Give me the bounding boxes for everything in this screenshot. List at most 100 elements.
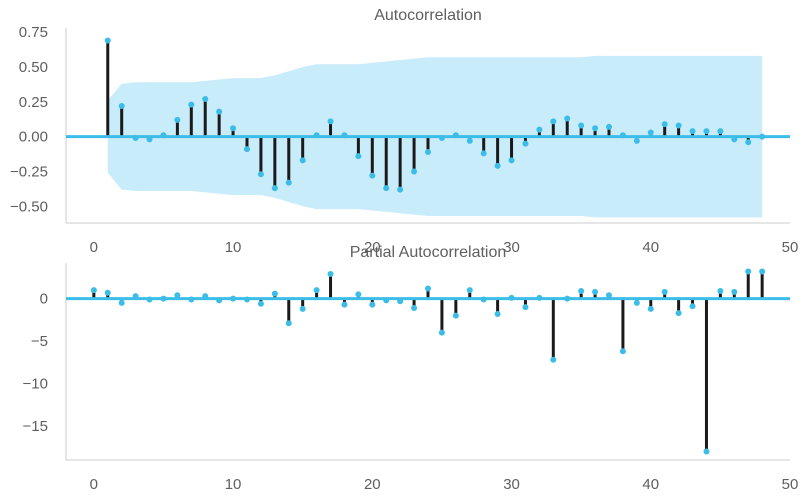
pacf-marker [731, 288, 738, 295]
acf-marker [369, 172, 376, 179]
pacf-marker [104, 289, 111, 296]
acf-marker [216, 108, 223, 115]
pacf-marker [759, 268, 766, 275]
acf-markers [104, 37, 766, 193]
pacf-ytick-label: −5 [31, 333, 48, 350]
pacf-marker [480, 296, 487, 303]
pacf-marker [118, 299, 125, 306]
acf-marker [104, 37, 111, 44]
acf-marker [745, 139, 752, 146]
pacf-marker [717, 288, 724, 295]
acf-marker [606, 123, 612, 130]
pacf-marker [313, 287, 320, 294]
pacf-marker [466, 287, 473, 294]
acf-ytick-label: 0.25 [19, 94, 48, 111]
pacf-marker [745, 268, 752, 275]
acf-xtick-label: 20 [364, 239, 381, 256]
acf-marker [118, 103, 125, 109]
acf-marker [633, 137, 640, 144]
acf-marker [522, 140, 529, 147]
acf-marker [285, 179, 292, 186]
acf-marker [452, 132, 459, 139]
pacf-marker [146, 296, 153, 303]
pacf-marker [703, 448, 710, 455]
pacf-markers [90, 268, 766, 455]
pacf-marker [606, 292, 612, 299]
acf-marker [592, 125, 599, 132]
acf-marker [536, 126, 543, 133]
acf-marker [132, 135, 139, 142]
acf-marker [661, 121, 668, 128]
pacf-marker [633, 299, 640, 306]
acf-marker [230, 125, 237, 132]
pacf-marker [397, 298, 404, 305]
pacf-xtick-label: 50 [782, 476, 799, 493]
acf-panel: Autocorrelation 0.75 0.50 0.25 0.00 −0.2… [10, 7, 798, 256]
pacf-marker [369, 301, 376, 308]
pacf-marker [230, 295, 237, 302]
acf-xtick-label: 50 [782, 239, 799, 256]
pacf-marker [160, 295, 167, 302]
acf-ytick-label: −0.50 [10, 198, 48, 215]
acf-marker [160, 132, 167, 139]
pacf-panel: 0 −5 −10 −15 0 10 20 30 40 50 Partial Au… [23, 244, 799, 493]
acf-marker [703, 128, 710, 135]
acf-title: Autocorrelation [374, 7, 482, 24]
acf-marker [675, 122, 682, 129]
acf-xtick-label: 0 [90, 239, 98, 256]
pacf-marker [661, 288, 668, 295]
acf-marker [689, 128, 696, 135]
acf-marker [355, 153, 362, 160]
acf-marker [466, 137, 473, 144]
pacf-xtick-label: 30 [503, 476, 520, 493]
pacf-marker [132, 293, 139, 300]
acf-marker [146, 136, 153, 143]
acf-ytick-label: 0.00 [19, 129, 48, 146]
acf-x-ticks: 0 10 20 30 40 50 [90, 239, 799, 256]
pacf-marker [271, 290, 278, 297]
pacf-marker [522, 304, 529, 311]
pacf-marker [174, 292, 181, 299]
acf-xtick-label: 30 [503, 239, 520, 256]
pacf-marker [592, 288, 599, 295]
acf-xtick-label: 10 [225, 239, 242, 256]
pacf-ytick-label: −15 [23, 418, 48, 435]
acf-marker [550, 118, 557, 125]
acf-marker [188, 101, 195, 108]
acf-marker [174, 116, 181, 123]
pacf-marker [550, 356, 557, 363]
pacf-marker [90, 287, 97, 294]
acf-marker [202, 96, 209, 103]
pacf-ytick-label: 0 [40, 291, 48, 308]
pacf-marker [647, 305, 654, 312]
pacf-marker [341, 301, 348, 308]
pacf-marker [675, 310, 682, 317]
pacf-y-ticks: 0 −5 −10 −15 [23, 291, 48, 435]
pacf-marker [216, 297, 223, 304]
acf-ytick-label: −0.25 [10, 163, 48, 180]
pacf-marker [619, 348, 626, 355]
pacf-marker [494, 310, 501, 317]
acf-marker [578, 122, 585, 129]
acf-marker [425, 148, 431, 155]
acf-marker [327, 118, 334, 125]
pacf-marker [452, 312, 459, 319]
acf-marker [299, 157, 306, 164]
acf-marker [619, 132, 626, 139]
pacf-xtick-label: 10 [225, 476, 242, 493]
acf-marker [438, 135, 445, 142]
pacf-marker [564, 295, 571, 302]
pacf-marker [508, 294, 515, 301]
acf-marker [731, 136, 738, 143]
acf-marker [244, 146, 250, 153]
pacf-title: Partial Autocorrelation [350, 244, 507, 261]
acf-marker [271, 185, 278, 192]
pacf-marker [383, 297, 390, 304]
pacf-xtick-label: 40 [642, 476, 659, 493]
acf-marker [313, 132, 320, 139]
pacf-marker [689, 303, 696, 310]
pacf-marker [202, 293, 209, 300]
pacf-marker [257, 300, 264, 307]
pacf-marker [327, 271, 334, 278]
